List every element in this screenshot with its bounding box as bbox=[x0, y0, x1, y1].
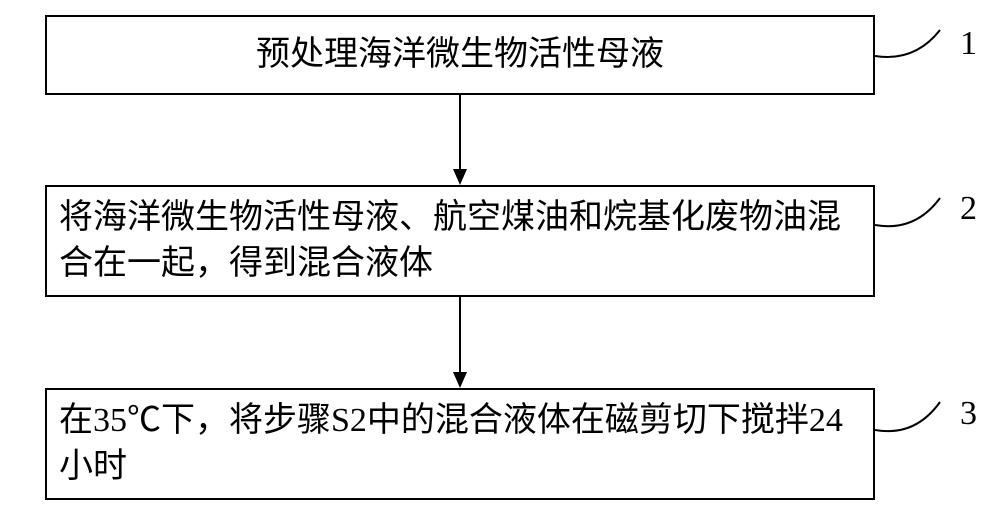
arrow-1 bbox=[453, 95, 467, 185]
flow-step-2-label: 将海洋微生物活性母液、航空煤油和烷基化废物油混合在一起，得到混合液体 bbox=[47, 189, 873, 293]
callout-leader-3 bbox=[875, 402, 940, 431]
callout-number-3: 3 bbox=[960, 395, 977, 433]
flow-step-1: 预处理海洋微生物活性母液 bbox=[45, 15, 875, 95]
flow-step-3-label: 在35℃下，将步骤S2中的混合液体在磁剪切下搅拌24小时 bbox=[47, 392, 873, 496]
flow-step-3: 在35℃下，将步骤S2中的混合液体在磁剪切下搅拌24小时 bbox=[45, 388, 875, 500]
flow-step-1-label: 预处理海洋微生物活性母液 bbox=[47, 26, 873, 84]
callout-number-2: 2 bbox=[960, 190, 977, 228]
callout-number-1: 1 bbox=[960, 25, 977, 63]
arrow-2 bbox=[453, 297, 467, 388]
callout-leader-2 bbox=[875, 198, 940, 226]
callout-leader-1 bbox=[875, 30, 940, 57]
flow-step-2: 将海洋微生物活性母液、航空煤油和烷基化废物油混合在一起，得到混合液体 bbox=[45, 185, 875, 297]
